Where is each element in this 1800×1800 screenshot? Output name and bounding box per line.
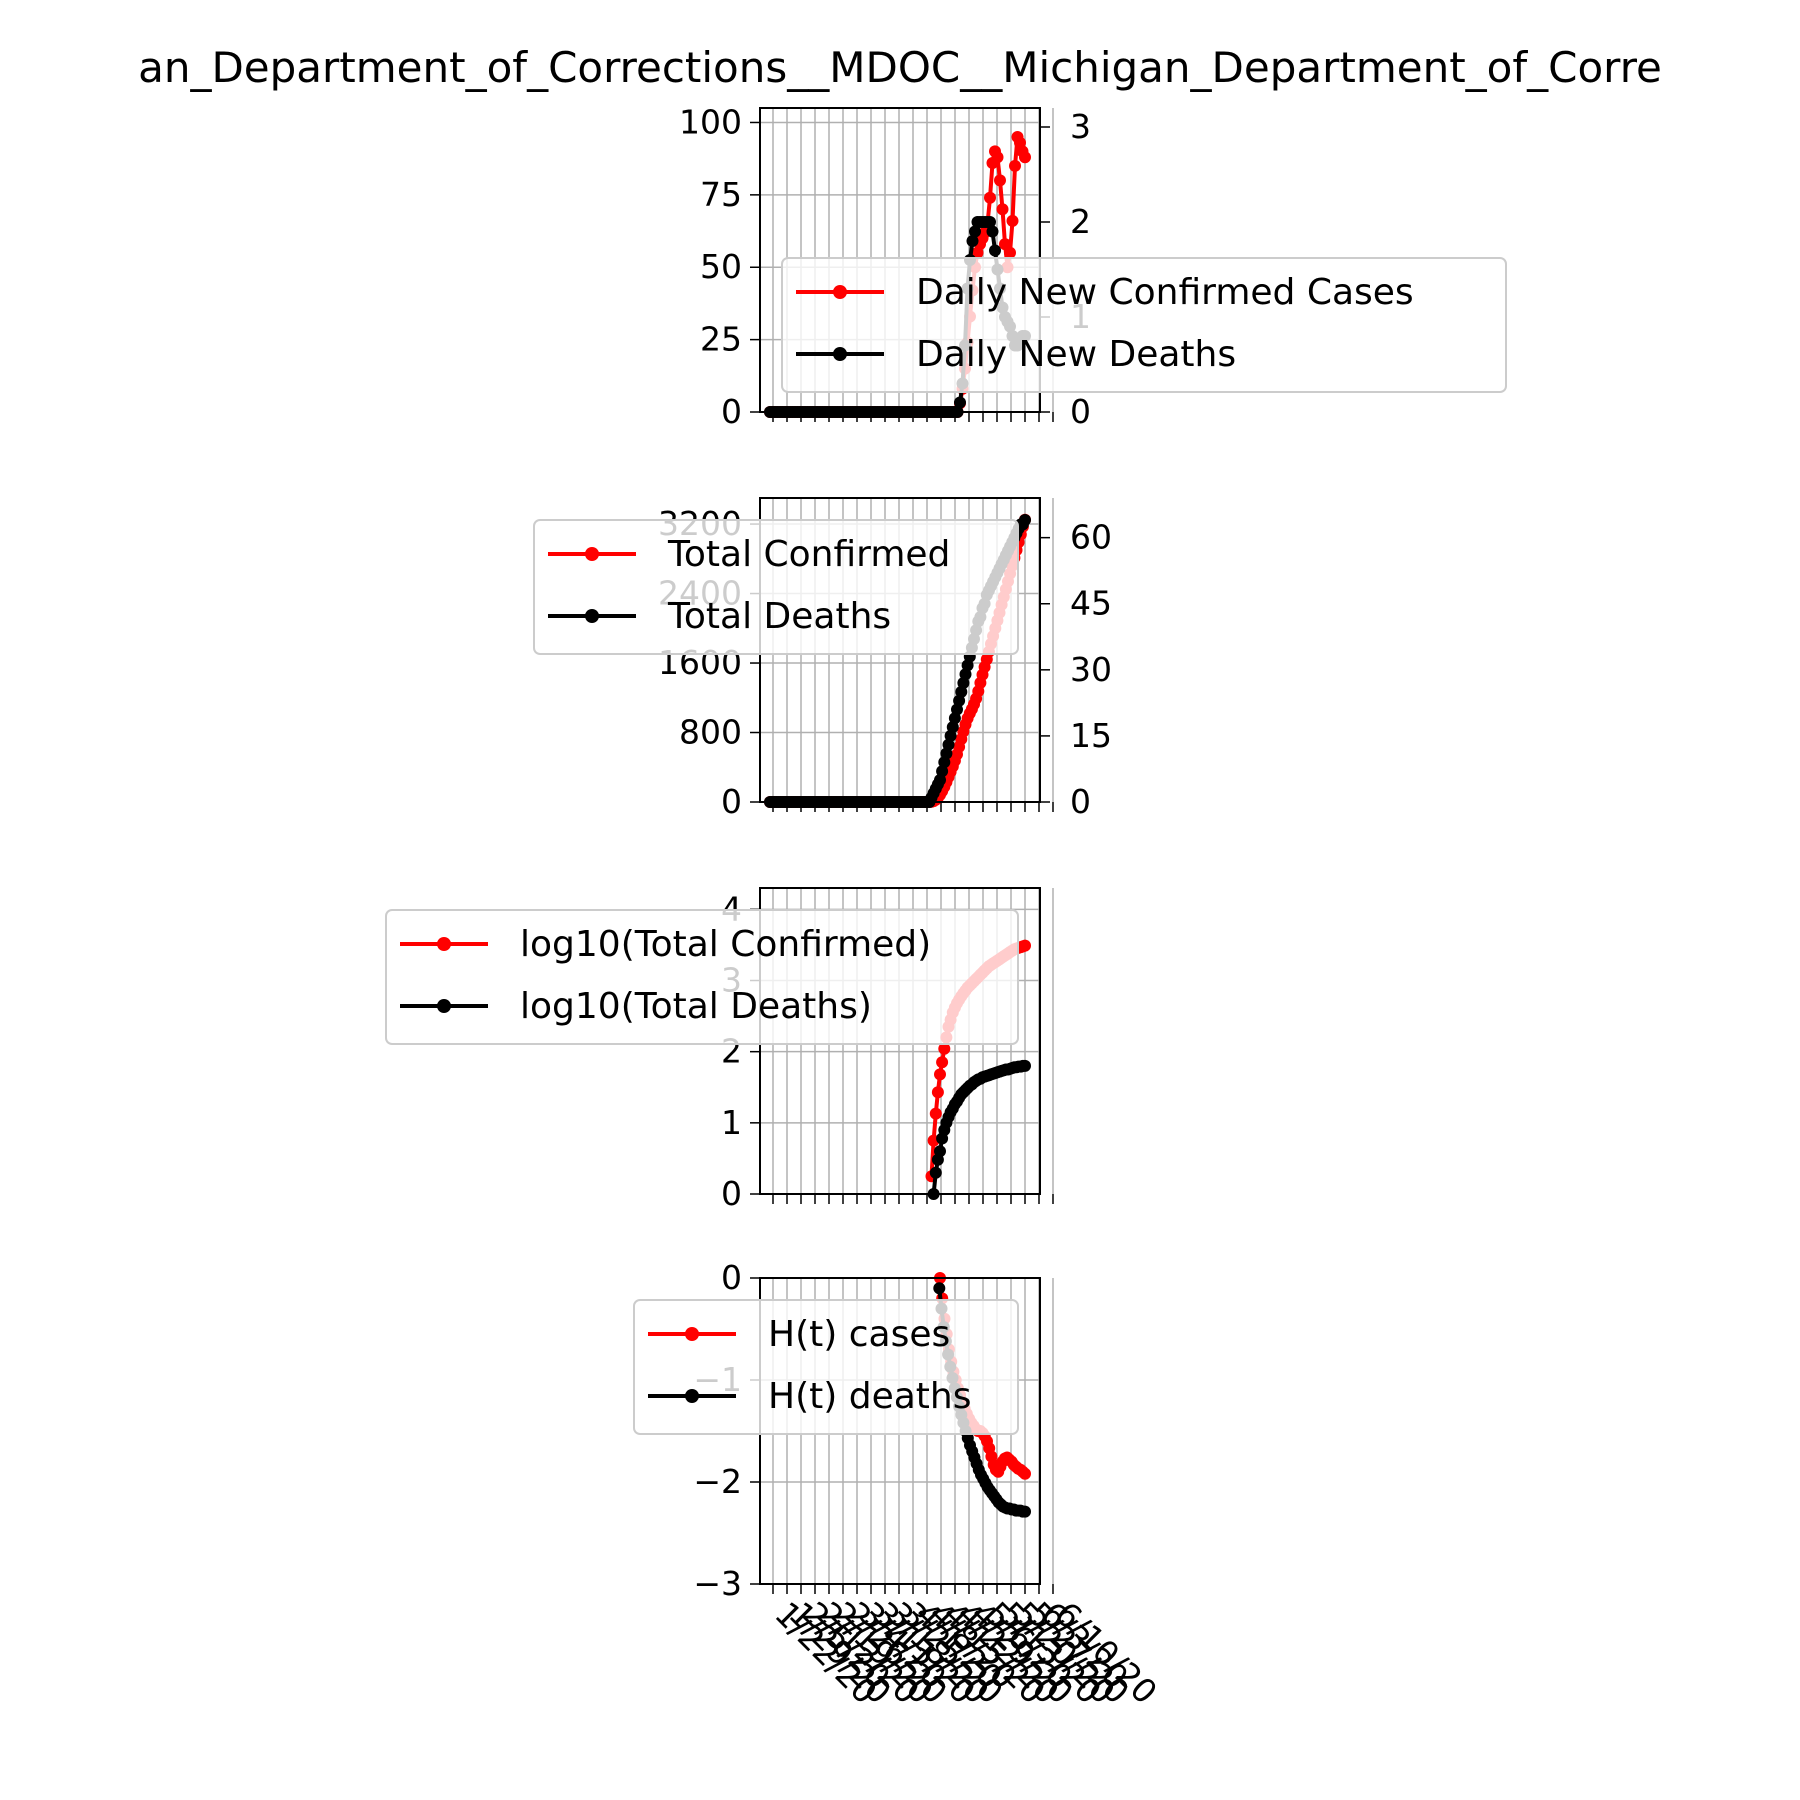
legend-marker xyxy=(685,1327,699,1341)
legend: Total Confirmed Total Deaths xyxy=(533,519,1019,655)
data-point xyxy=(1019,939,1031,952)
data-point xyxy=(954,396,966,409)
legend-label: H(t) cases xyxy=(768,1314,950,1355)
y-tick-label: 1 xyxy=(721,1103,742,1142)
y-tick-label: 25 xyxy=(700,320,742,359)
data-point xyxy=(1009,159,1021,172)
panel-2: 0800160024003200015304560Total Confirmed… xyxy=(533,497,1112,821)
data-point xyxy=(991,151,1004,164)
data-point xyxy=(1019,1059,1031,1072)
data-point xyxy=(936,1056,949,1069)
legend-label: log10(Total Deaths) xyxy=(520,986,872,1027)
legend-marker xyxy=(437,999,451,1013)
legend-label: H(t) deaths xyxy=(768,1376,971,1417)
data-point xyxy=(934,1068,946,1081)
legend-marker xyxy=(585,547,599,561)
y2-tick-label: 2 xyxy=(1070,202,1091,241)
data-point xyxy=(989,244,1001,257)
data-point xyxy=(934,1145,946,1158)
y2-tick-label: 30 xyxy=(1070,650,1112,689)
y-tick-label: 800 xyxy=(679,713,742,752)
y-tick-label: 0 xyxy=(721,1174,742,1213)
y-tick-label: 75 xyxy=(700,175,742,214)
data-point xyxy=(996,203,1009,216)
data-point xyxy=(1019,151,1031,164)
data-point xyxy=(986,225,999,238)
legend-label: Daily New Confirmed Cases xyxy=(916,272,1414,313)
y-tick-label: 50 xyxy=(700,247,742,286)
y2-tick-label: 0 xyxy=(1070,392,1091,431)
legend-box xyxy=(533,519,1019,655)
legend: Daily New Confirmed Cases Daily New Death… xyxy=(781,257,1507,393)
legend-box xyxy=(781,257,1507,393)
legend-label: Daily New Deaths xyxy=(916,334,1236,375)
data-point xyxy=(938,1042,951,1055)
y2-tick-label: 0 xyxy=(1070,782,1091,821)
y2-tick-label: 3 xyxy=(1070,107,1091,146)
panel-1: 02550751000123Daily New Confirmed CasesD… xyxy=(679,102,1507,431)
data-point xyxy=(929,1107,942,1120)
data-point xyxy=(1006,214,1019,227)
data-point xyxy=(1004,246,1016,259)
data-point xyxy=(984,216,996,228)
data-point xyxy=(984,191,996,204)
legend-marker xyxy=(437,937,451,951)
data-point xyxy=(969,225,981,238)
data-point xyxy=(931,1086,944,1099)
data-point xyxy=(933,1282,946,1295)
legend-label: log10(Total Confirmed) xyxy=(520,924,931,965)
y-tick-label: 0 xyxy=(721,392,742,431)
y-tick-label: 0 xyxy=(721,1258,742,1297)
data-point xyxy=(1019,1467,1031,1480)
chart-title: an_Department_of_Corrections__MDOC__Mich… xyxy=(138,43,1662,92)
legend: H(t) cases H(t) deaths xyxy=(633,1299,1019,1435)
legend-label: Total Confirmed xyxy=(667,534,950,575)
y-tick-label: −2 xyxy=(693,1462,742,1501)
legend: log10(Total Confirmed) log10(Total Deaths… xyxy=(385,909,1019,1045)
legend-marker xyxy=(585,609,599,623)
legend-marker xyxy=(833,285,847,299)
y-tick-label: 0 xyxy=(721,782,742,821)
legend-marker xyxy=(685,1389,699,1403)
y-tick-label: −3 xyxy=(693,1564,742,1603)
data-point xyxy=(999,238,1011,251)
data-point xyxy=(1019,1505,1031,1518)
data-point xyxy=(966,235,979,247)
legend-box xyxy=(385,909,1019,1045)
y2-tick-label: 15 xyxy=(1070,716,1112,755)
data-point xyxy=(1019,514,1031,526)
legend-label: Total Deaths xyxy=(667,596,891,637)
data-point xyxy=(929,1166,942,1179)
y-tick-label: 100 xyxy=(679,102,742,141)
panel-3: 01234log10(Total Confirmed)log10(Total D… xyxy=(385,887,1054,1213)
y2-tick-label: 45 xyxy=(1070,584,1112,623)
legend-marker xyxy=(833,347,847,361)
y2-tick-label: 60 xyxy=(1070,518,1112,557)
data-point xyxy=(994,174,1006,187)
